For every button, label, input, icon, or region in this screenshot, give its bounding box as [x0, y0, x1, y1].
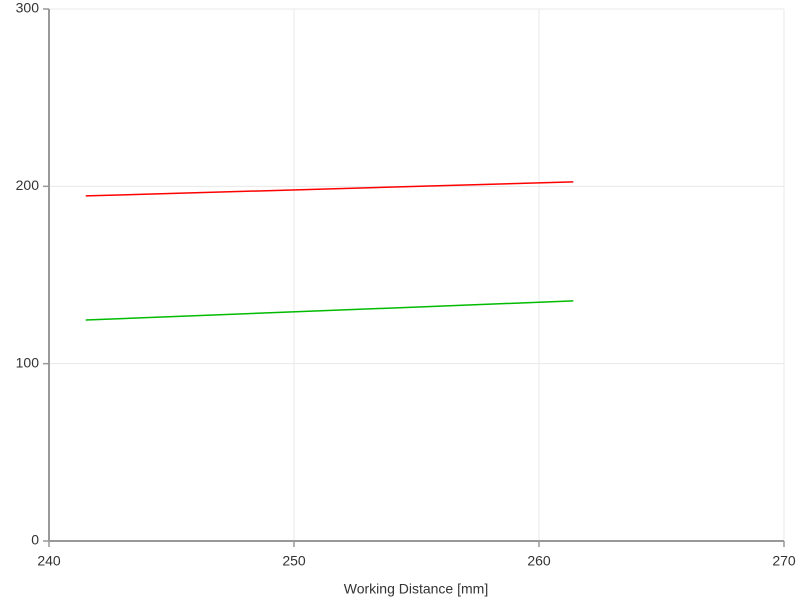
- y-tick-label: 200: [16, 177, 40, 193]
- y-tick-label: 0: [31, 532, 39, 548]
- x-tick-label: 240: [37, 553, 61, 569]
- x-tick-label: 250: [282, 553, 306, 569]
- x-tick-label: 270: [772, 553, 796, 569]
- y-tick-label: 100: [16, 354, 40, 370]
- x-axis-label: Working Distance [mm]: [344, 581, 488, 597]
- y-tick-label: 300: [16, 0, 40, 16]
- x-tick-label: 260: [527, 553, 551, 569]
- data-line: [85, 181, 574, 197]
- data-line: [85, 300, 574, 321]
